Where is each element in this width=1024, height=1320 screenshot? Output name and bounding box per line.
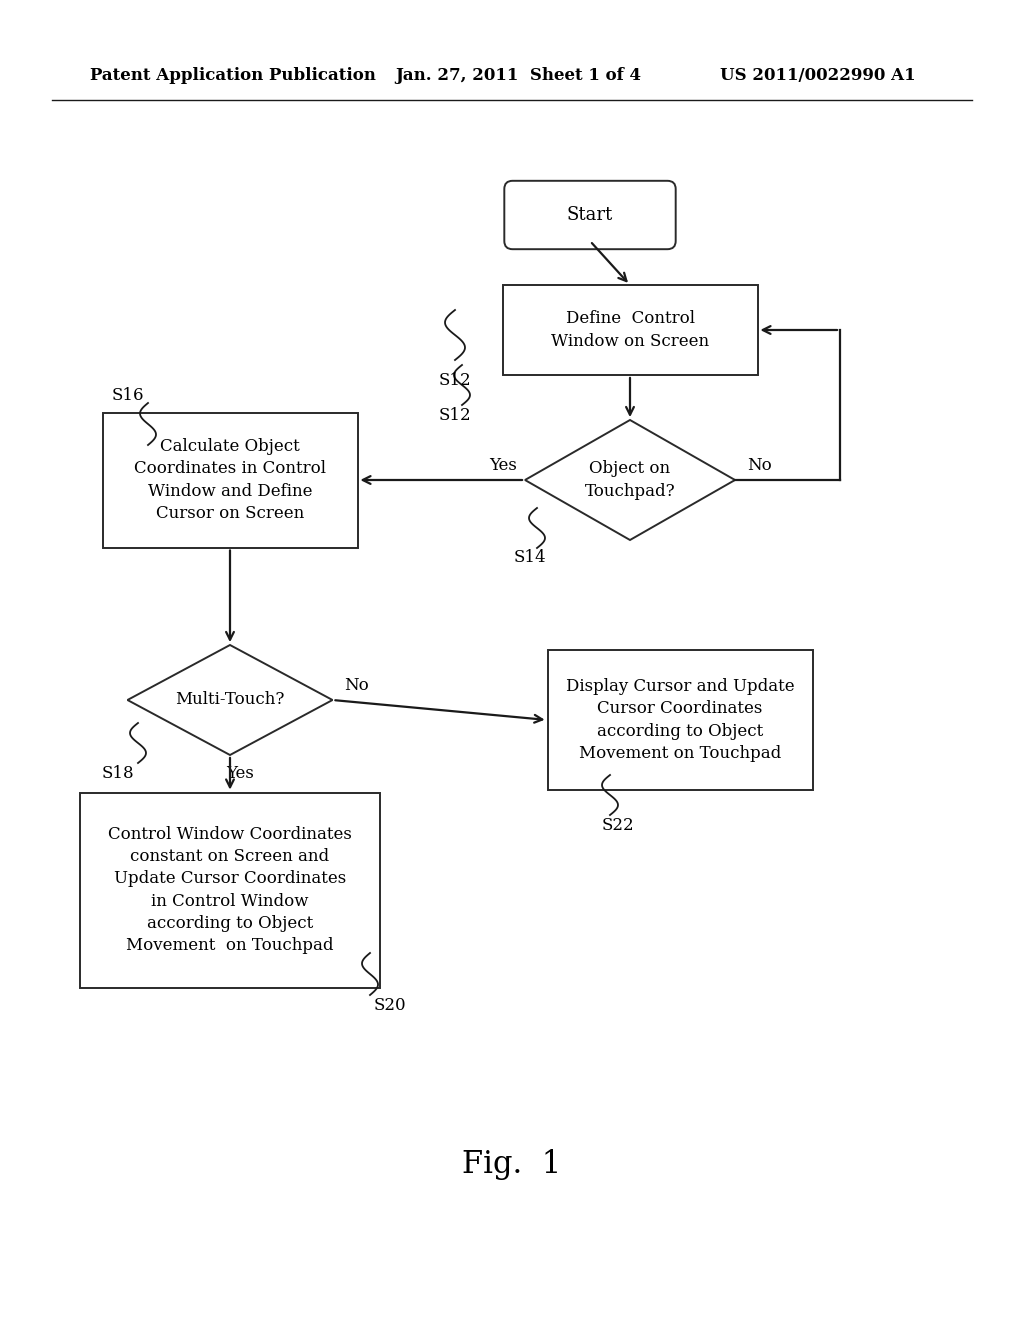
Text: S18: S18 bbox=[101, 764, 134, 781]
Bar bbox=[503, 285, 758, 375]
Text: Patent Application Publication: Patent Application Publication bbox=[90, 66, 376, 83]
Bar bbox=[548, 649, 812, 789]
Text: No: No bbox=[746, 458, 772, 474]
Text: No: No bbox=[344, 677, 370, 694]
Text: S14: S14 bbox=[514, 549, 547, 566]
Text: Define  Control
Window on Screen: Define Control Window on Screen bbox=[551, 310, 709, 350]
Text: Jan. 27, 2011  Sheet 1 of 4: Jan. 27, 2011 Sheet 1 of 4 bbox=[395, 66, 641, 83]
Text: S20: S20 bbox=[374, 997, 407, 1014]
Text: Display Cursor and Update
Cursor Coordinates
according to Object
Movement on Tou: Display Cursor and Update Cursor Coordin… bbox=[565, 678, 795, 762]
Text: Yes: Yes bbox=[226, 766, 254, 781]
Text: US 2011/0022990 A1: US 2011/0022990 A1 bbox=[720, 66, 915, 83]
Text: S16: S16 bbox=[112, 387, 144, 404]
Text: Object on
Touchpad?: Object on Touchpad? bbox=[585, 461, 675, 499]
Text: Fig.  1: Fig. 1 bbox=[463, 1150, 561, 1180]
Text: Multi-Touch?: Multi-Touch? bbox=[175, 692, 285, 709]
Text: S12: S12 bbox=[438, 372, 471, 389]
Text: Start: Start bbox=[567, 206, 613, 224]
Text: Control Window Coordinates
constant on Screen and
Update Cursor Coordinates
in C: Control Window Coordinates constant on S… bbox=[109, 826, 352, 954]
Text: S22: S22 bbox=[602, 817, 634, 833]
Text: S12: S12 bbox=[438, 407, 471, 424]
Bar bbox=[102, 412, 357, 548]
FancyBboxPatch shape bbox=[504, 181, 676, 249]
Bar bbox=[80, 792, 380, 987]
Text: Calculate Object
Coordinates in Control
Window and Define
Cursor on Screen: Calculate Object Coordinates in Control … bbox=[134, 438, 326, 521]
Text: Yes: Yes bbox=[489, 458, 517, 474]
Polygon shape bbox=[128, 645, 333, 755]
Polygon shape bbox=[525, 420, 735, 540]
